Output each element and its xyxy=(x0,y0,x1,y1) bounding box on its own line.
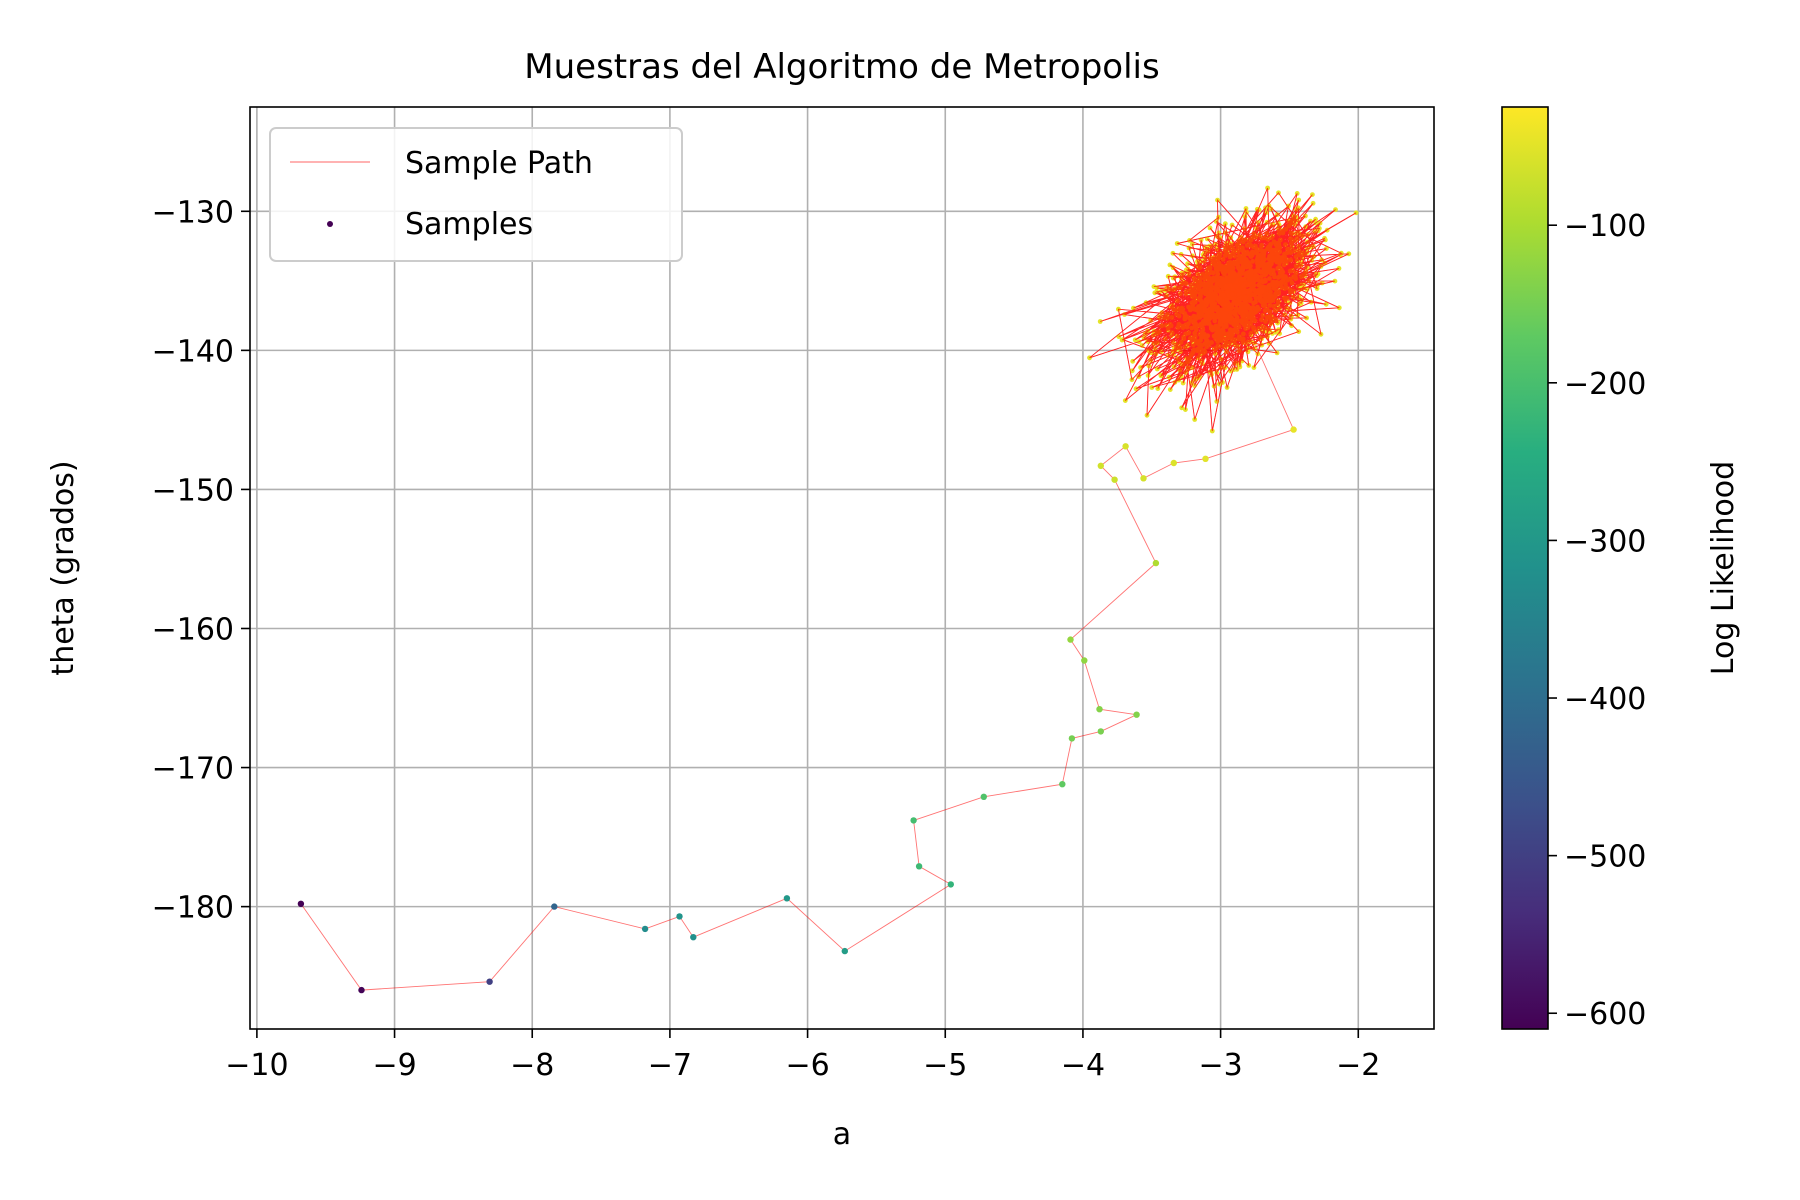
x-tick-label: −5 xyxy=(923,1048,967,1083)
sample-point xyxy=(783,895,791,902)
sample-point xyxy=(551,903,558,910)
y-tick-label: −180 xyxy=(152,891,234,926)
sample-point xyxy=(947,881,954,888)
legend-box xyxy=(269,127,683,262)
y-tick-label: −150 xyxy=(152,473,234,508)
sample-point xyxy=(1068,735,1076,742)
colorbar-tick-label: −600 xyxy=(1564,997,1646,1032)
x-tick-label: −4 xyxy=(1061,1048,1105,1083)
sample-point xyxy=(1290,426,1297,433)
sample-point xyxy=(641,925,649,933)
samples xyxy=(297,185,1359,994)
y-tick-label: −170 xyxy=(152,752,234,787)
sample-point xyxy=(915,863,923,870)
colorbar-tick-label: −300 xyxy=(1564,524,1646,559)
sample-point xyxy=(1096,706,1103,713)
sample-point xyxy=(1097,462,1105,469)
sample-point xyxy=(1122,443,1129,450)
sample-point xyxy=(1081,657,1088,664)
legend-samples-swatch xyxy=(327,221,333,227)
sample-point xyxy=(1111,476,1118,483)
x-tick-label: −9 xyxy=(372,1048,416,1083)
legend-label-samples: Samples xyxy=(405,207,533,242)
colorbar-tick-label: −200 xyxy=(1564,367,1646,402)
sample-point xyxy=(690,934,697,941)
x-axis-ticks: −10 −9 −8 −7 −6 −5 −4 −3 −2 xyxy=(225,1029,1380,1083)
colorbar-tick-label: −400 xyxy=(1564,682,1646,717)
x-tick-label: −7 xyxy=(648,1048,692,1083)
colorbar-gradient xyxy=(1502,107,1548,1029)
legend-label-sample-path: Sample Path xyxy=(405,146,593,181)
x-tick-label: −3 xyxy=(1198,1048,1242,1083)
y-axis-label: theta (grados) xyxy=(46,460,81,675)
x-tick-label: −6 xyxy=(785,1048,829,1083)
sample-point xyxy=(358,986,365,994)
sample-point xyxy=(910,817,917,824)
colorbar-ticks: −100 −200 −300 −400 −500 −600 xyxy=(1548,209,1646,1032)
y-axis-ticks: −130 −140 −150 −160 −170 −180 xyxy=(152,195,250,926)
y-tick-label: −140 xyxy=(152,334,234,369)
sample-point xyxy=(1140,475,1147,482)
colorbar: −100 −200 −300 −400 −500 −600 Log Likelihood xyxy=(1501,106,1741,1032)
sample-point xyxy=(1059,781,1066,788)
x-tick-label: −2 xyxy=(1336,1048,1380,1083)
sample-point xyxy=(1067,636,1074,643)
colorbar-tick-label: −500 xyxy=(1564,840,1646,875)
x-tick-label: −10 xyxy=(225,1048,288,1083)
chart-title: Muestras del Algoritmo de Metropolis xyxy=(524,47,1159,87)
plot-frame xyxy=(249,106,1435,1030)
sample-point xyxy=(1152,559,1160,567)
colorbar-frame xyxy=(1501,106,1549,1030)
sample-point xyxy=(676,913,683,920)
colorbar-label: Log Likelihood xyxy=(1706,461,1741,675)
sample-point xyxy=(1133,711,1140,718)
legend: Sample Path Samples xyxy=(269,127,683,262)
sample-point xyxy=(1202,455,1209,462)
sample-point xyxy=(486,978,493,985)
x-axis-label: a xyxy=(833,1117,851,1152)
y-tick-label: −160 xyxy=(152,612,234,647)
sample-point xyxy=(1097,728,1105,735)
sample-point xyxy=(841,947,848,955)
sample-point xyxy=(980,793,987,800)
colorbar-tick-label: −100 xyxy=(1564,209,1646,244)
x-tick-label: −8 xyxy=(510,1048,554,1083)
y-tick-label: −130 xyxy=(152,195,234,230)
sample-point xyxy=(297,900,305,907)
sample-point xyxy=(1170,459,1178,467)
sample-path-cluster xyxy=(1089,187,1357,432)
